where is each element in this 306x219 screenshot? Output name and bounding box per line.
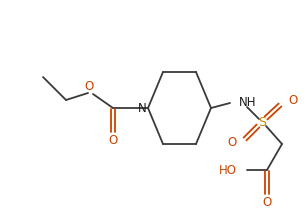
Text: NH: NH — [239, 95, 256, 108]
Text: O: O — [262, 196, 272, 208]
Text: S: S — [258, 115, 266, 129]
Text: O: O — [84, 79, 94, 92]
Text: N: N — [138, 101, 146, 115]
Text: O: O — [228, 136, 237, 150]
Text: HO: HO — [219, 164, 237, 177]
Text: O: O — [288, 95, 297, 108]
Text: O: O — [108, 134, 118, 148]
